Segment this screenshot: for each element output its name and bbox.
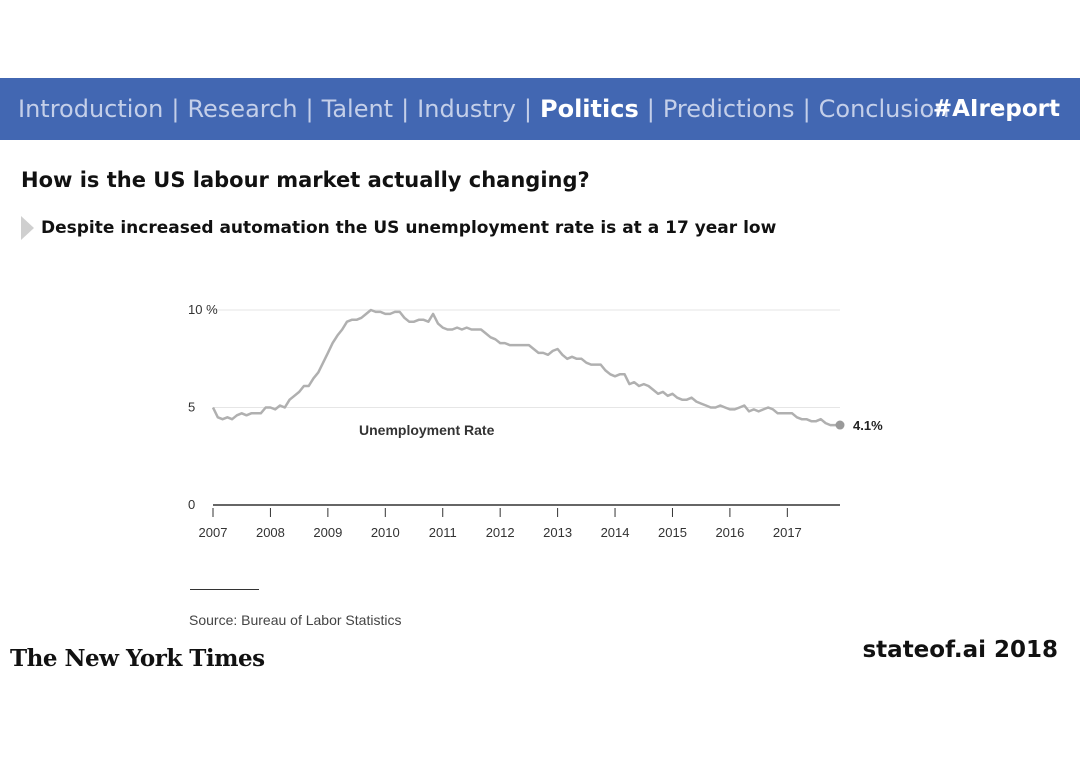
y-tick-label: 5 bbox=[188, 400, 195, 415]
chart-source: Source: Bureau of Labor Statistics bbox=[189, 612, 402, 628]
nav-item-introduction[interactable]: Introduction bbox=[18, 95, 164, 123]
x-tick-label: 2017 bbox=[773, 525, 802, 540]
x-tick-label: 2009 bbox=[313, 525, 342, 540]
x-tick-label: 2013 bbox=[543, 525, 572, 540]
page-title: How is the US labour market actually cha… bbox=[21, 168, 590, 192]
nav-separator: | bbox=[171, 95, 180, 123]
nav-item-research[interactable]: Research bbox=[187, 95, 298, 123]
footer-site-label: stateof.ai 2018 bbox=[862, 637, 1058, 663]
x-tick-label: 2007 bbox=[199, 525, 228, 540]
x-tick-label: 2012 bbox=[486, 525, 515, 540]
unemployment-rate-line bbox=[211, 308, 840, 427]
section-nav: Introduction | Research | Talent | Industry | Po… bbox=[18, 78, 949, 140]
y-tick-label: 0 bbox=[188, 497, 195, 512]
nav-separator: | bbox=[401, 95, 410, 123]
y-tick-label: 10 % bbox=[188, 302, 218, 317]
nav-item-talent[interactable]: Talent bbox=[321, 95, 394, 123]
page-subtitle: Despite increased automation the US unem… bbox=[41, 218, 777, 238]
series-label: Unemployment Rate bbox=[359, 422, 495, 438]
x-tick-label: 2014 bbox=[601, 525, 630, 540]
nav-item-conclusion[interactable]: Conclusion bbox=[818, 95, 950, 123]
x-tick-label: 2011 bbox=[429, 525, 457, 540]
nyt-logo: The New York Times bbox=[10, 645, 265, 672]
x-tick-label: 2015 bbox=[658, 525, 687, 540]
top-nav-bar: Introduction | Research | Talent | Industry | Po… bbox=[0, 78, 1080, 140]
x-tick-label: 2008 bbox=[256, 525, 285, 540]
hashtag-label: #AIreport bbox=[932, 96, 1060, 122]
nav-separator: | bbox=[802, 95, 811, 123]
bullet-arrow-icon bbox=[21, 216, 34, 240]
unemployment-line-chart: 0 5 10 % 2007 2008 2009 2010 2011 2012 2013 2014 20… bbox=[188, 302, 883, 540]
x-tick-label: 2010 bbox=[371, 525, 400, 540]
nav-item-predictions[interactable]: Predictions bbox=[662, 95, 795, 123]
nav-separator: | bbox=[305, 95, 314, 123]
source-divider bbox=[190, 589, 259, 590]
subtitle-row: Despite increased automation the US unem… bbox=[21, 216, 776, 240]
nav-item-industry[interactable]: Industry bbox=[417, 95, 516, 123]
nav-item-politics[interactable]: Politics bbox=[539, 95, 639, 123]
x-tick-label: 2016 bbox=[715, 525, 744, 540]
nav-separator: | bbox=[523, 95, 532, 123]
end-value-label: 4.1% bbox=[853, 418, 883, 433]
end-point-marker bbox=[835, 420, 845, 430]
nav-separator: | bbox=[646, 95, 655, 123]
